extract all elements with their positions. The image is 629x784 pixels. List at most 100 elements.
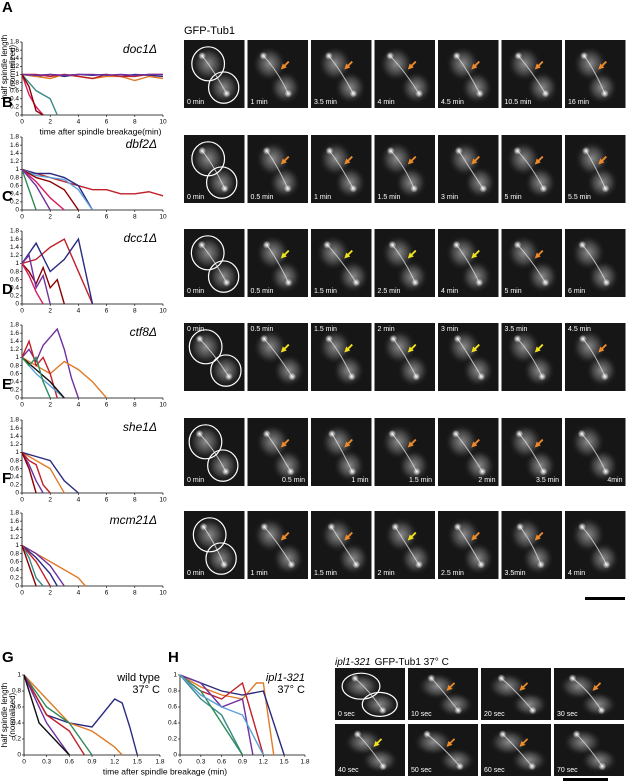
cell-glow — [400, 542, 432, 575]
y-tick-label: 1.6 — [10, 330, 19, 337]
micrograph — [565, 511, 626, 579]
y-tick-label: 0.2 — [10, 387, 19, 394]
time-label: 0.5 min — [282, 477, 305, 484]
micrograph — [311, 229, 372, 297]
spindle-pole — [601, 184, 610, 193]
y-tick-label: 0 — [17, 752, 21, 759]
micrograph — [554, 724, 624, 776]
cell-glow — [438, 747, 476, 773]
arrow-head — [471, 63, 478, 70]
spindle-pole — [283, 184, 292, 193]
data-line — [21, 73, 163, 76]
y-tick-label: 0.6 — [10, 276, 19, 283]
cell-glow — [510, 747, 548, 773]
x-tick-label: 8 — [133, 402, 137, 409]
y-tick-label: 1.2 — [10, 158, 19, 165]
cell-glow — [526, 260, 559, 293]
y-tick-label: 0.8 — [12, 688, 21, 695]
y-tick-label: 0.4 — [168, 720, 177, 727]
time-label: 3 min — [441, 326, 458, 333]
image-title: GFP-Tub1 — [184, 25, 235, 37]
spindle-pole — [262, 240, 271, 249]
micrograph — [184, 323, 245, 391]
x-tick-label: 6 — [105, 214, 109, 221]
panel-label: A — [2, 0, 13, 16]
time-label: 3.5min — [505, 570, 526, 577]
micrograph — [311, 511, 372, 579]
y-tick-label: 1.8 — [10, 228, 19, 235]
spindle-pole — [411, 278, 420, 287]
x-tick-label: 10 — [159, 402, 167, 409]
data-line — [23, 674, 86, 756]
spindle-pole — [423, 730, 432, 739]
time-label: 4 min — [441, 288, 458, 295]
y-tick-label: 0.6 — [168, 704, 177, 711]
spindle-pole — [528, 762, 537, 771]
scale-bar — [585, 597, 625, 600]
y-tick-label: 1.4 — [10, 150, 19, 157]
micrograph — [408, 668, 478, 720]
spindle-pole — [378, 706, 387, 715]
x-tick-label: 0.9 — [238, 759, 247, 766]
spindle-pole — [262, 146, 271, 155]
spindle-pole — [538, 372, 547, 381]
spindle-pole — [602, 278, 611, 287]
time-label: 0.5 min — [251, 288, 274, 295]
spindle-pole — [515, 429, 524, 438]
arrow-head — [407, 158, 414, 165]
micrograph — [184, 418, 245, 486]
y-tick-label: 1 — [15, 542, 19, 549]
micrograph — [247, 229, 308, 297]
micrograph — [501, 323, 562, 391]
time-label: 10.5 min — [505, 99, 532, 106]
data-line — [21, 168, 94, 211]
x-tick-label: 1.2 — [110, 759, 119, 766]
spindle-pole — [410, 184, 419, 193]
annotation: ipl1-321 — [266, 672, 305, 684]
spindle-pole — [598, 762, 607, 771]
micrograph — [335, 668, 405, 720]
spindle-pole — [327, 522, 336, 531]
arrow-head — [598, 158, 605, 165]
spindle-pole — [351, 674, 360, 683]
cell-outline — [188, 424, 223, 460]
micrograph — [247, 40, 308, 108]
y-axis-label: (normalized) — [8, 44, 17, 89]
arrow-head — [373, 740, 380, 747]
y-tick-label: 1 — [15, 260, 19, 267]
x-tick-label: 0.6 — [217, 759, 226, 766]
spindle-pole — [513, 334, 522, 343]
spindle-pole — [452, 240, 461, 249]
annotation: dbf2Δ — [126, 137, 157, 151]
time-label: 5 min — [505, 194, 522, 201]
time-label: 6 min — [568, 288, 585, 295]
x-tick-label: 10 — [159, 497, 167, 504]
spindle-pole — [528, 706, 537, 715]
data-line — [21, 356, 51, 399]
time-label: 1.5 min — [409, 477, 432, 484]
micrograph — [501, 511, 562, 579]
micrograph — [335, 724, 405, 776]
y-tick-label: 0.8 — [10, 174, 19, 181]
micrograph — [438, 40, 499, 108]
annotation: mcm21Δ — [110, 513, 157, 527]
x-tick-label: 10 — [159, 214, 167, 221]
spindle-pole — [352, 560, 361, 569]
micrograph — [374, 229, 435, 297]
cell-outline — [192, 517, 227, 553]
arrow-head — [446, 684, 453, 691]
time-label: 0 sec — [338, 711, 355, 718]
spindle-pole — [224, 372, 233, 381]
spindle-pole — [578, 522, 587, 531]
y-tick-label: 1.6 — [10, 142, 19, 149]
micrograph — [438, 323, 499, 391]
y-tick-label: 1 — [17, 672, 21, 679]
data-line — [21, 238, 94, 305]
micrograph — [247, 323, 308, 391]
micrograph — [311, 135, 372, 203]
cell-outline — [190, 235, 225, 271]
spindle-pole — [198, 51, 207, 60]
time-label: 2 min — [378, 326, 395, 333]
spindle-pole — [581, 146, 590, 155]
data-line — [21, 452, 37, 494]
